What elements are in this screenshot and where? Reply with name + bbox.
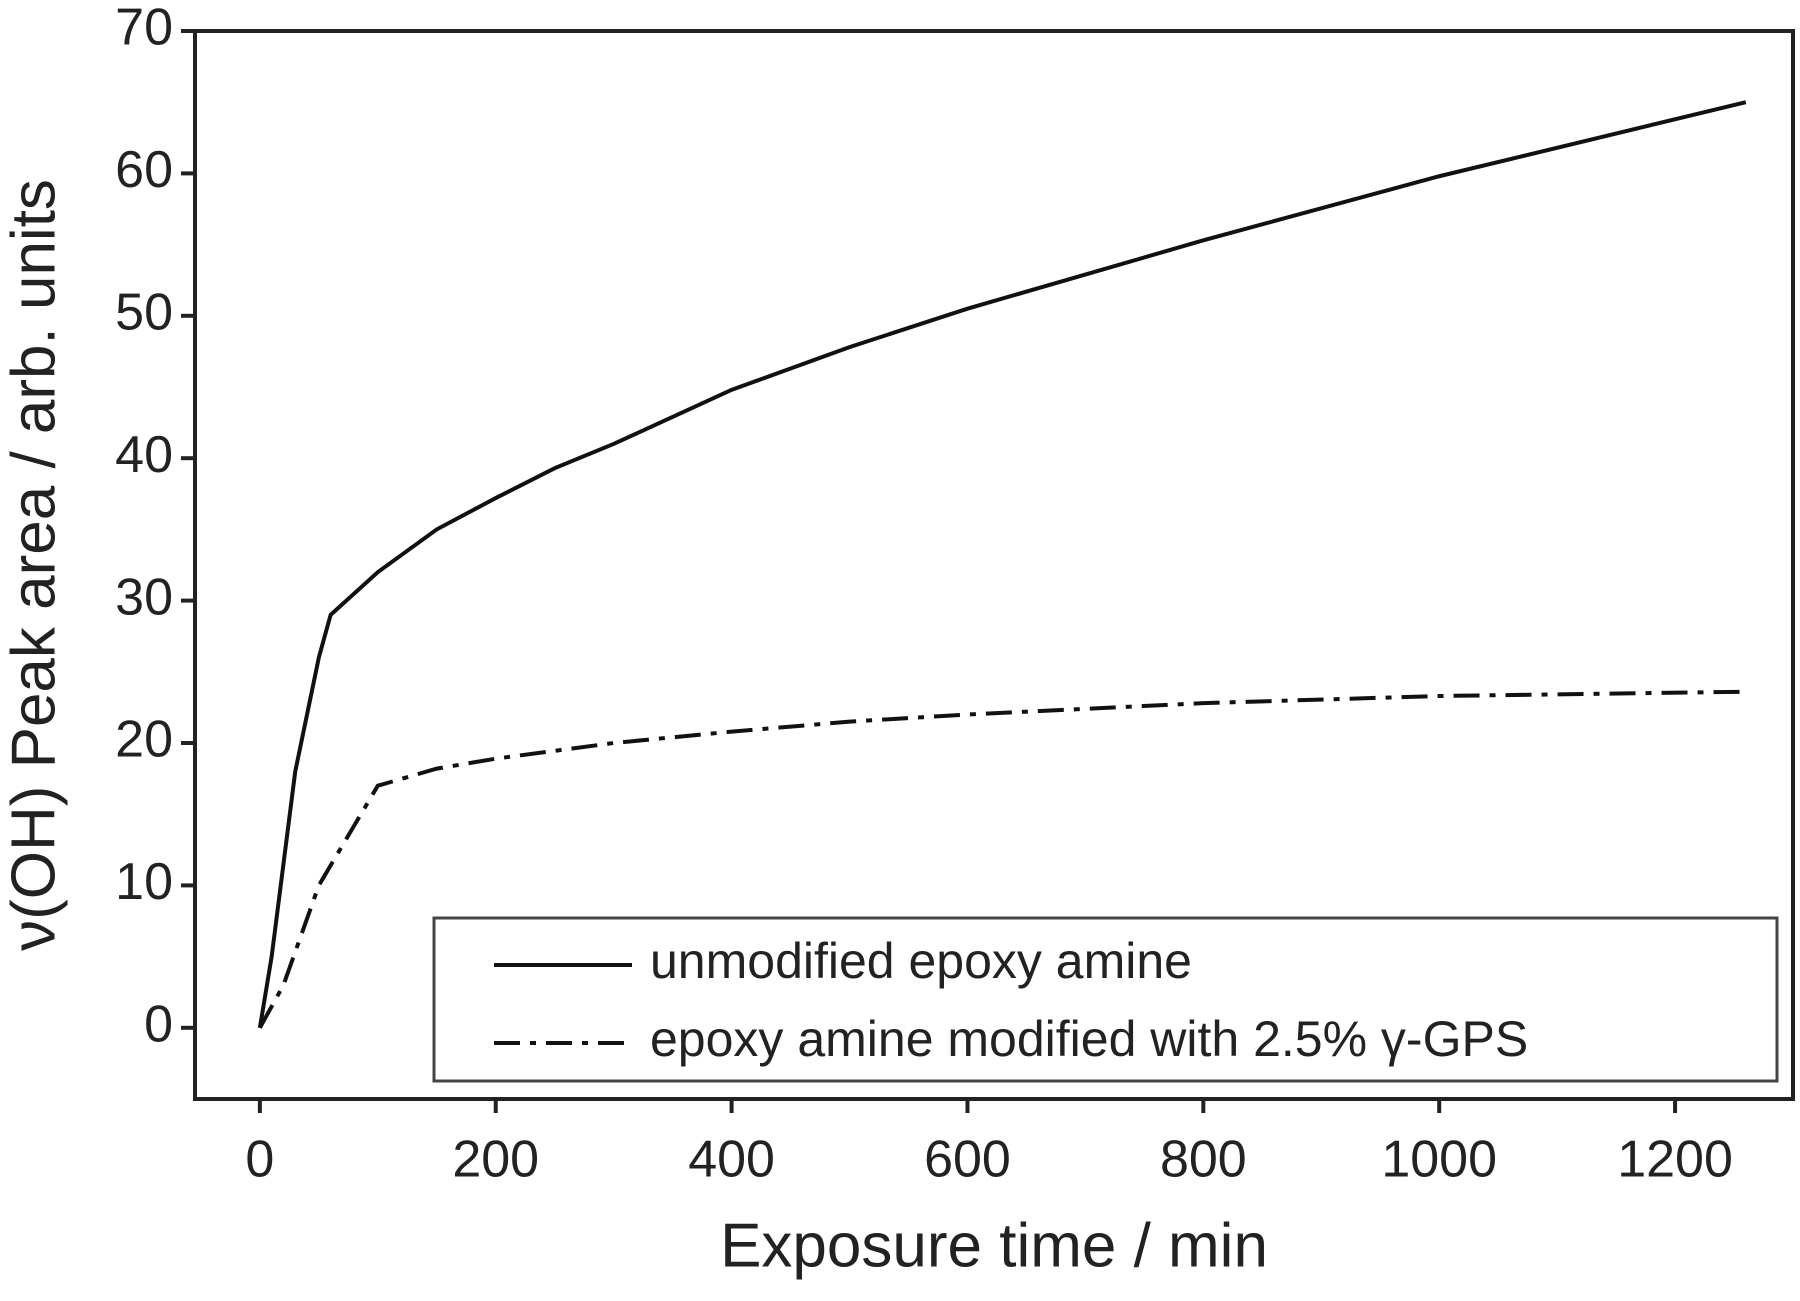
legend-label: epoxy amine modified with 2.5% γ-GPS (650, 1011, 1528, 1067)
legend-box (432, 916, 1779, 1083)
legend-label: unmodified epoxy amine (650, 933, 1192, 989)
x-tick-label: 400 (688, 1131, 775, 1189)
y-axis-title: ν(OH) Peak area / arb. units (0, 179, 68, 951)
y-tick-label: 70 (115, 0, 173, 57)
x-axis-title: Exposure time / min (720, 1211, 1268, 1280)
x-tick-label: 800 (1160, 1131, 1247, 1189)
y-tick-label: 30 (115, 568, 173, 626)
x-tick-label: 1200 (1617, 1131, 1733, 1189)
y-tick-label: 60 (115, 141, 173, 199)
y-tick-label: 10 (115, 853, 173, 911)
plot-frame (193, 29, 1795, 1101)
x-tick-label: 1000 (1381, 1131, 1497, 1189)
series-line (257, 100, 1747, 1029)
series-line (258, 689, 1746, 1029)
y-tick-label: 20 (115, 711, 173, 769)
y-tick-label: 40 (115, 426, 173, 484)
y-tick-label: 0 (144, 996, 173, 1054)
y-tick-label: 50 (115, 284, 173, 342)
x-tick-label: 600 (924, 1131, 1011, 1189)
x-tick-label: 0 (245, 1131, 274, 1189)
x-tick-label: 200 (452, 1131, 539, 1189)
